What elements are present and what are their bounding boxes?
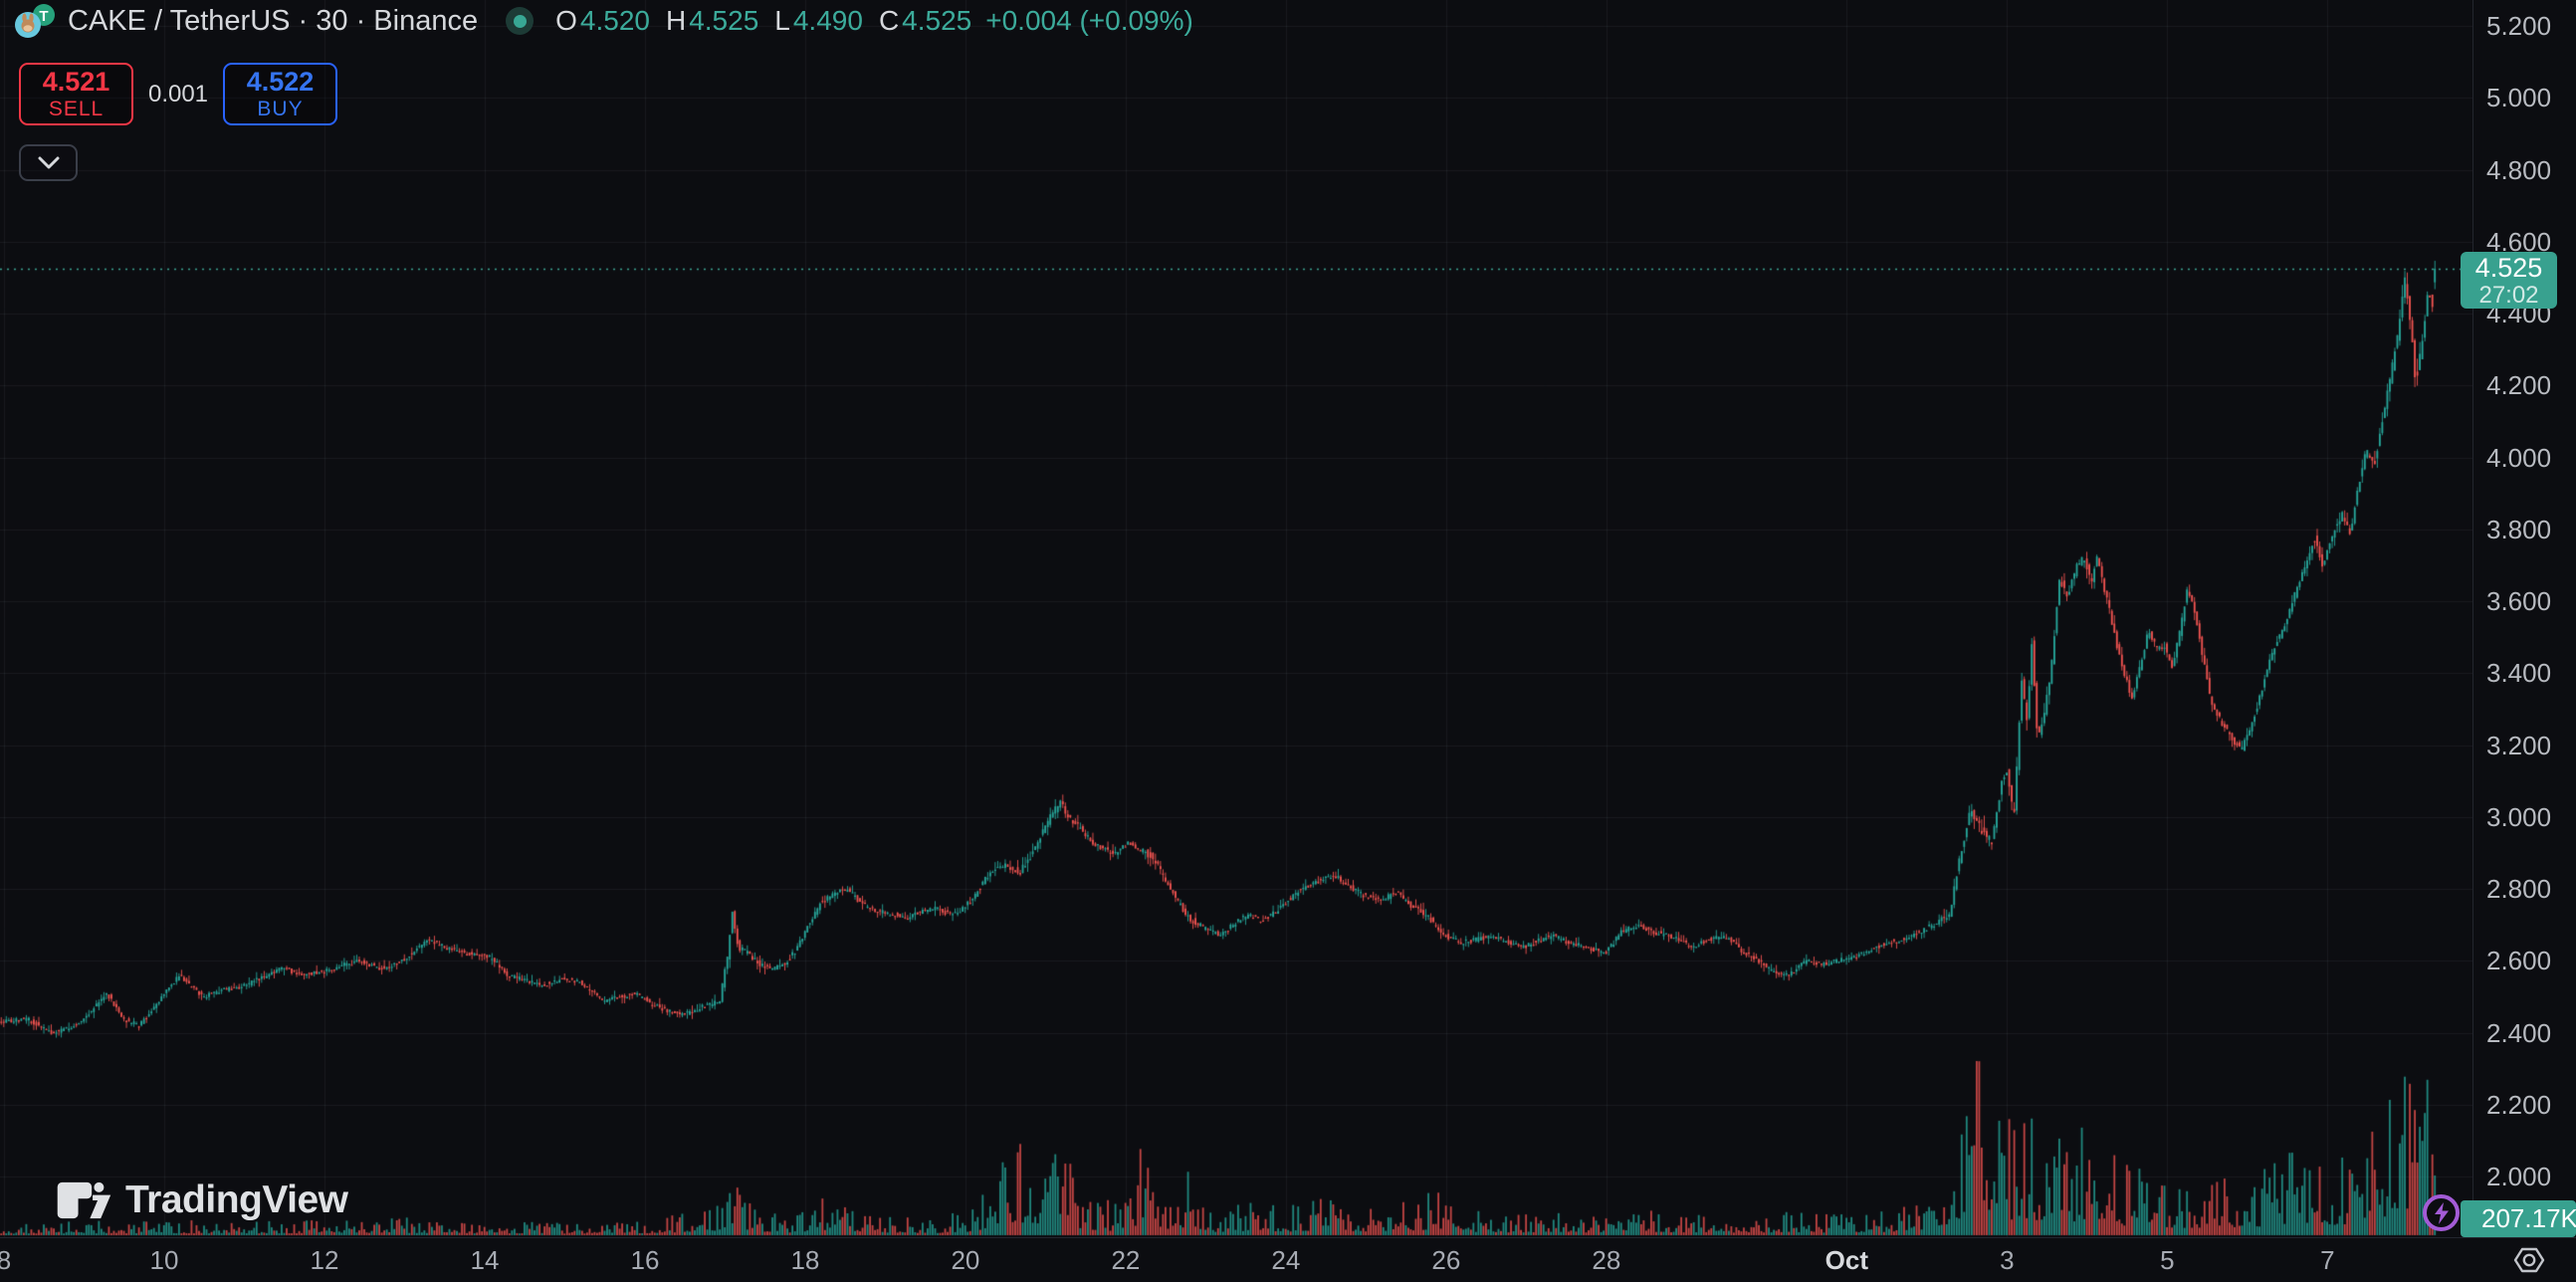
- symbol-title[interactable]: CAKE / TetherUS · 30 · Binance: [68, 4, 479, 37]
- price-axis-label: 3.200: [2486, 730, 2552, 760]
- open-value: 4.520: [579, 5, 650, 36]
- price-axis-label: 2.000: [2486, 1162, 2552, 1192]
- last-price-badge: 4.525 27:02: [2461, 251, 2557, 309]
- price-axis-label: 2.200: [2486, 1090, 2552, 1121]
- time-axis-label: 8: [0, 1245, 11, 1276]
- tradingview-logo-text: TradingView: [125, 1178, 348, 1221]
- tradingview-logo[interactable]: TradingView: [55, 1178, 348, 1222]
- time-axis-label: 12: [310, 1245, 339, 1275]
- low-value: 4.490: [792, 5, 863, 36]
- boost-button[interactable]: [2423, 1194, 2460, 1231]
- price-axis-label: 4.600: [2486, 226, 2552, 257]
- time-axis-label: 3: [2000, 1245, 2015, 1275]
- low-label: L: [774, 5, 790, 36]
- chart-legend: T CAKE / TetherUS · 30 · Binance O 4.520…: [14, 3, 1193, 39]
- time-axis-label: 22: [1111, 1245, 1141, 1275]
- time-axis-label: 18: [790, 1245, 820, 1275]
- chevron-down-icon: [38, 156, 59, 168]
- price-axis-label: 4.200: [2486, 370, 2552, 401]
- sell-label: SELL: [48, 97, 105, 120]
- price-axis-label: 2.600: [2486, 946, 2552, 976]
- high-value: 4.525: [689, 5, 759, 36]
- sell-button[interactable]: 4.521 SELL: [19, 63, 133, 125]
- buy-button[interactable]: 4.522 BUY: [223, 63, 337, 125]
- sell-price: 4.521: [42, 67, 110, 98]
- price-axis[interactable]: 5.200 5.000 4.800 4.600 4.400 4.200 4.000 3.800…: [2472, 0, 2576, 1237]
- price-axis-label: 3.600: [2486, 586, 2552, 617]
- market-status-icon: [506, 7, 535, 35]
- time-axis-label: 28: [1592, 1245, 1621, 1275]
- last-price-value: 4.525: [2474, 252, 2543, 283]
- pair-logo-icon: T: [14, 3, 58, 39]
- price-axis-label: 4.800: [2486, 154, 2552, 185]
- buy-label: BUY: [257, 97, 304, 120]
- time-axis[interactable]: 8 10 12 14 16 18 20 22 24 26 28 Oct 3 5 7: [0, 1237, 2576, 1282]
- trade-panel: 4.521 SELL 0.001 4.522 BUY: [19, 63, 337, 125]
- tradingview-logo-icon: [57, 1181, 111, 1219]
- time-axis-label: 14: [470, 1245, 500, 1275]
- price-axis-label: 3.800: [2486, 514, 2552, 544]
- time-axis-label: 7: [2320, 1245, 2335, 1275]
- close-value: 4.525: [902, 5, 972, 36]
- price-axis-label: 4.000: [2486, 442, 2552, 473]
- buy-price: 4.522: [246, 67, 315, 98]
- collapse-trade-panel-button[interactable]: [19, 144, 78, 181]
- time-axis-label: 5: [2160, 1245, 2175, 1275]
- time-axis-label: 26: [1431, 1245, 1461, 1275]
- bar-countdown: 27:02: [2478, 281, 2539, 309]
- high-label: H: [665, 5, 687, 36]
- change-value: +0.004 (+0.09%): [985, 5, 1193, 36]
- time-axis-label: 10: [149, 1245, 179, 1275]
- lightning-icon: [2434, 1201, 2449, 1224]
- spread-value: 0.001: [147, 80, 209, 107]
- price-axis-label: 2.800: [2486, 874, 2552, 905]
- ohlc-values: O 4.520 H 4.525 L 4.490 C 4.525 +0.004 (…: [555, 5, 1193, 37]
- price-axis-label: 5.000: [2486, 83, 2552, 113]
- time-axis-label: 20: [951, 1245, 980, 1275]
- price-axis-label: 3.000: [2486, 801, 2552, 832]
- open-label: O: [555, 5, 577, 36]
- close-label: C: [878, 5, 900, 36]
- svg-text:T: T: [39, 8, 48, 25]
- axis-settings-button[interactable]: [2512, 1243, 2546, 1277]
- time-axis-label: 16: [630, 1245, 660, 1275]
- price-axis-label: 5.200: [2486, 11, 2552, 42]
- price-axis-label: 3.400: [2486, 658, 2552, 689]
- price-axis-label: 2.400: [2486, 1017, 2552, 1048]
- time-axis-label: Oct: [1825, 1245, 1869, 1275]
- volume-badge: 207.17K: [2461, 1200, 2576, 1237]
- time-axis-label: 24: [1271, 1245, 1301, 1275]
- hexagon-settings-icon: [2513, 1247, 2545, 1273]
- chart-canvas[interactable]: [0, 0, 2472, 1237]
